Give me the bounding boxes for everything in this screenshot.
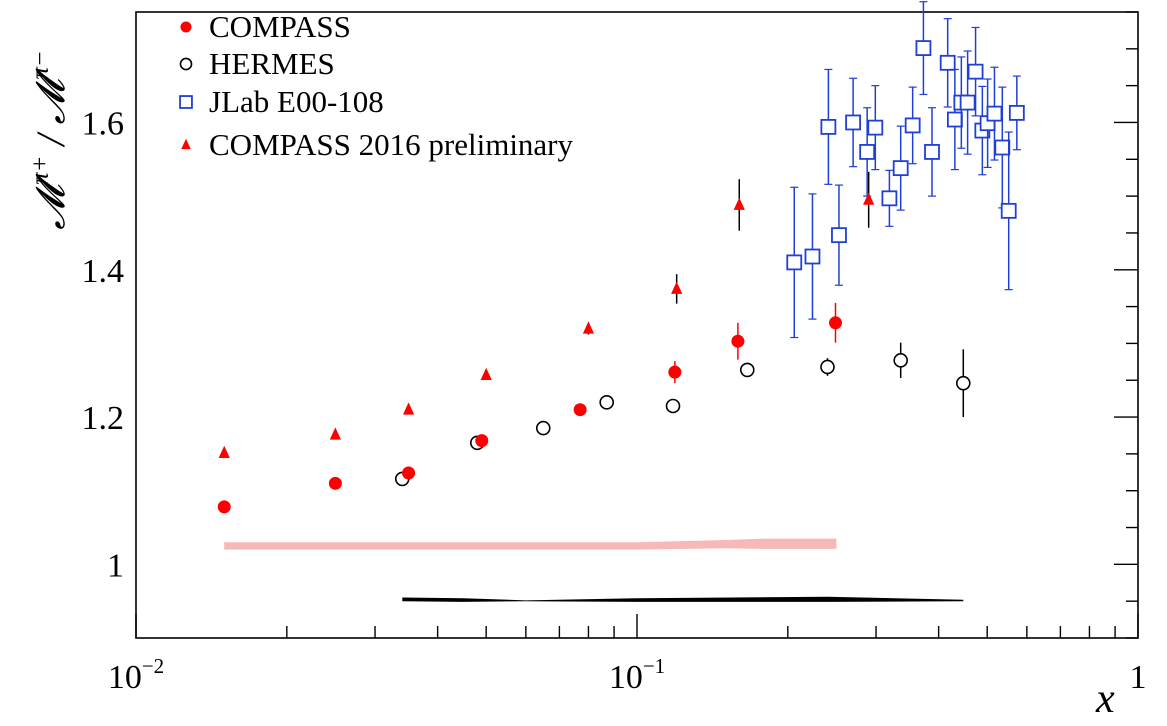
legend-marker [179, 57, 193, 71]
data-point [480, 367, 492, 380]
data-point [959, 94, 976, 111]
y-axis-title: 𝓜π+ / 𝓜π− [27, 50, 73, 230]
data-point [828, 316, 842, 330]
data-point [939, 54, 956, 71]
legend-label: HERMES [209, 46, 335, 81]
y-tick-label: 1 [107, 547, 124, 584]
data-point [573, 403, 587, 417]
data-point [599, 395, 614, 410]
y-tick-label: 1.2 [82, 400, 125, 437]
data-point [739, 362, 755, 378]
data-point [328, 476, 342, 490]
data-point [786, 254, 803, 271]
systematic-band-layer [224, 538, 964, 602]
data-point [1000, 202, 1017, 219]
x-tick-label: 1 [1130, 659, 1147, 696]
data-point [915, 40, 932, 56]
data-point [994, 139, 1011, 156]
y-tick-label: 1.6 [82, 105, 125, 142]
data-point [820, 359, 835, 375]
data-point [881, 190, 898, 207]
data-point [904, 117, 921, 134]
data-point [820, 118, 837, 135]
data-point [892, 160, 909, 177]
x-axis-title: x [1095, 676, 1115, 722]
data-layer [217, 1, 1025, 514]
data-point [946, 111, 963, 128]
data-point [402, 466, 416, 480]
data-point [665, 398, 681, 414]
series-hermes [394, 342, 971, 487]
series-compass-2016-preliminary [218, 171, 875, 459]
data-point [671, 281, 683, 294]
data-point [831, 227, 847, 244]
systematic-band-0 [224, 538, 837, 550]
legend-entry-jlab-e00-108: JLab E00-108 [179, 84, 384, 119]
tick-layer: 10−2 10−1 1 1 1.2 1.4 1.6 [82, 11, 1147, 696]
data-point [967, 63, 984, 80]
x-tick-label: 10−2 [108, 654, 164, 696]
data-point [867, 119, 884, 136]
data-point [475, 434, 489, 448]
data-point [863, 192, 875, 205]
data-point [1008, 104, 1025, 121]
legend-entry-compass: COMPASS [180, 9, 351, 44]
data-point [986, 105, 1003, 122]
data-point [582, 321, 595, 334]
legend-label: JLab E00-108 [209, 84, 384, 119]
legend-entry-hermes: HERMES [179, 46, 335, 81]
data-point [535, 420, 551, 436]
y-tick-label: 1.4 [82, 253, 125, 290]
data-point [804, 248, 821, 265]
data-point [859, 144, 876, 160]
legend-marker [179, 95, 193, 109]
legend-label: COMPASS 2016 preliminary [209, 127, 574, 162]
legend-label: COMPASS [209, 9, 351, 44]
legend-marker [180, 21, 192, 33]
data-point [402, 402, 415, 415]
data-point [668, 365, 682, 379]
data-point [733, 197, 745, 210]
data-point [924, 144, 940, 160]
data-point [217, 500, 231, 514]
data-point [329, 427, 341, 440]
legend-entry-compass-2016-preliminary: COMPASS 2016 preliminary [181, 127, 574, 162]
data-point [845, 114, 862, 131]
data-point [731, 334, 745, 348]
data-point [955, 375, 971, 391]
x-tick-label: 10−1 [609, 654, 665, 696]
data-point [893, 353, 908, 368]
series-jlab-e00-108 [786, 1, 1025, 339]
legend-marker [181, 138, 191, 150]
svg-text:𝓜π+ / 𝓜π−: 𝓜π+ / 𝓜π− [27, 50, 73, 230]
systematic-band-1 [402, 596, 964, 602]
series-compass [217, 302, 842, 514]
data-point [218, 445, 230, 459]
